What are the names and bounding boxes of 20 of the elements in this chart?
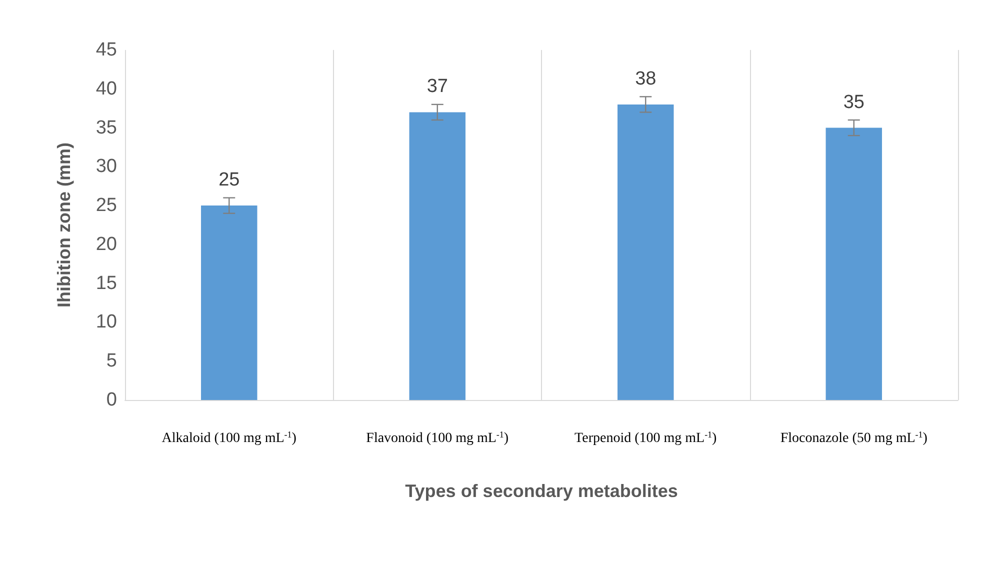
- y-tick-label: 25: [96, 195, 117, 216]
- bar: [201, 206, 258, 400]
- y-tick-label: 45: [96, 40, 117, 60]
- bar: [826, 128, 882, 400]
- bar: [618, 104, 674, 400]
- y-tick-label: 10: [96, 312, 117, 333]
- data-label: 35: [843, 92, 864, 113]
- bar: [409, 112, 466, 400]
- y-axis-title: Ihibition zone (mm): [54, 142, 74, 308]
- y-tick-label: 35: [96, 117, 117, 138]
- y-tick-label: 40: [96, 78, 117, 100]
- data-label: 37: [426, 76, 448, 98]
- x-axis-title: Types of secondary metabolites: [405, 481, 678, 501]
- y-tick-label: 15: [96, 272, 117, 294]
- y-tick-label: 30: [96, 156, 117, 178]
- data-label: 38: [635, 68, 656, 90]
- y-tick-label: 20: [96, 234, 117, 255]
- data-label: 25: [218, 170, 240, 191]
- y-tick-label: 0: [106, 390, 117, 410]
- y-tick-label: 5: [106, 350, 117, 372]
